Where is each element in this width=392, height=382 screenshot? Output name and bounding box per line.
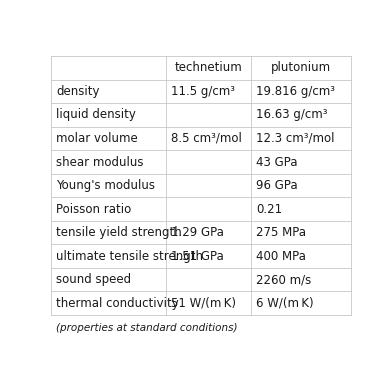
- Text: 275 MPa: 275 MPa: [256, 226, 307, 239]
- Text: Poisson ratio: Poisson ratio: [56, 202, 131, 215]
- Text: 51 W/(m K): 51 W/(m K): [171, 297, 236, 310]
- Text: 2260 m/s: 2260 m/s: [256, 273, 312, 286]
- Text: 0.21: 0.21: [256, 202, 283, 215]
- Text: molar volume: molar volume: [56, 132, 138, 145]
- Text: 96 GPa: 96 GPa: [256, 179, 298, 192]
- Text: thermal conductivity: thermal conductivity: [56, 297, 179, 310]
- Text: density: density: [56, 85, 100, 98]
- Text: 8.5 cm³/mol: 8.5 cm³/mol: [171, 132, 242, 145]
- Text: 16.63 g/cm³: 16.63 g/cm³: [256, 108, 328, 121]
- Text: 400 MPa: 400 MPa: [256, 250, 307, 263]
- Text: Young's modulus: Young's modulus: [56, 179, 155, 192]
- Text: sound speed: sound speed: [56, 273, 131, 286]
- Text: (properties at standard conditions): (properties at standard conditions): [56, 323, 238, 333]
- Text: ultimate tensile strength: ultimate tensile strength: [56, 250, 203, 263]
- Text: technetium: technetium: [174, 62, 242, 74]
- Text: tensile yield strength: tensile yield strength: [56, 226, 182, 239]
- Text: 1.51 GPa: 1.51 GPa: [171, 250, 224, 263]
- Text: 19.816 g/cm³: 19.816 g/cm³: [256, 85, 336, 98]
- Text: 12.3 cm³/mol: 12.3 cm³/mol: [256, 132, 335, 145]
- Text: plutonium: plutonium: [271, 62, 331, 74]
- Text: 1.29 GPa: 1.29 GPa: [171, 226, 224, 239]
- Text: 11.5 g/cm³: 11.5 g/cm³: [171, 85, 236, 98]
- Text: shear modulus: shear modulus: [56, 155, 143, 168]
- Text: 43 GPa: 43 GPa: [256, 155, 298, 168]
- Text: 6 W/(m K): 6 W/(m K): [256, 297, 314, 310]
- Text: liquid density: liquid density: [56, 108, 136, 121]
